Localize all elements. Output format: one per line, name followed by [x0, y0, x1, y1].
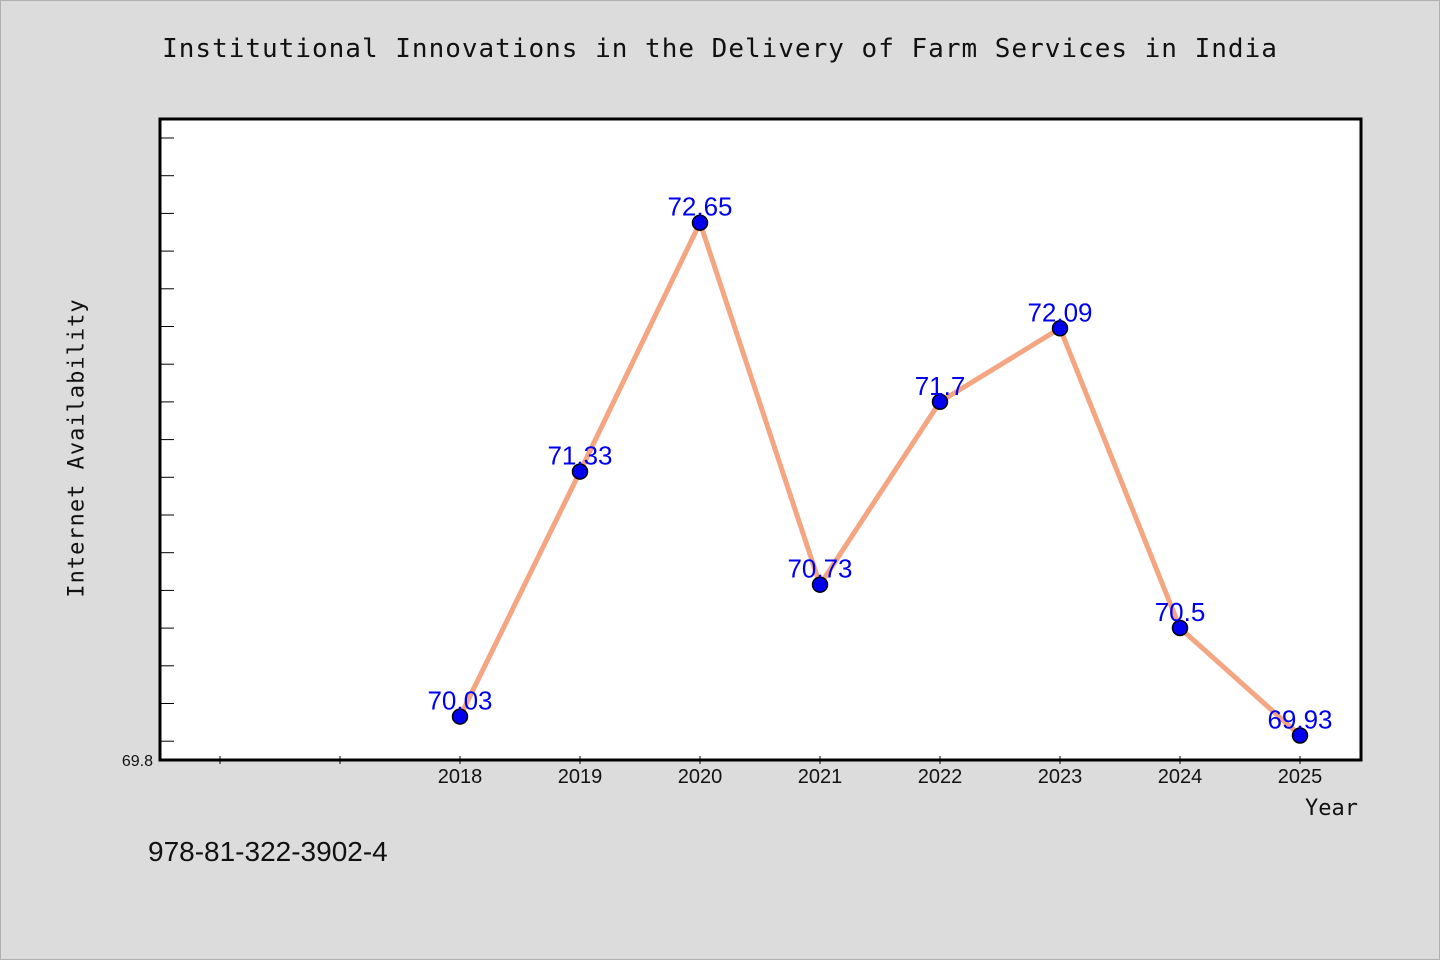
data-point-marker	[691, 214, 709, 231]
x-axis-label: Year	[1305, 796, 1358, 821]
data-point-marker	[931, 393, 949, 411]
y-tick-label: 69.8	[122, 753, 153, 770]
data-point-marker	[811, 576, 829, 593]
data-point-marker	[571, 463, 589, 480]
data-label: 71.33	[547, 441, 612, 471]
series-line	[457, 220, 1303, 738]
data-point-marker	[1171, 619, 1189, 637]
data-label: 71.7	[915, 371, 966, 401]
data-label: 70.73	[787, 554, 852, 584]
x-tick-label: 2022	[918, 766, 963, 788]
data-label: 70.03	[427, 686, 492, 716]
data-label: 72.09	[1027, 297, 1092, 327]
x-tick-label: 2021	[798, 766, 843, 788]
data-label: 72.65	[667, 192, 732, 222]
x-tick-label: 2018	[438, 766, 483, 788]
data-point-marker	[451, 708, 469, 725]
chart-title: Institutional Innovations in the Deliver…	[162, 34, 1278, 64]
plot-area	[158, 117, 1363, 762]
x-axis-tick-labels: 2018 2019 2020 2021 2022 2023 2024 2025	[438, 766, 1323, 788]
data-point-marker	[1051, 320, 1069, 337]
x-tick-label: 2025	[1278, 766, 1323, 788]
y-axis-ticks	[160, 137, 174, 742]
data-label: 70.5	[1155, 597, 1206, 627]
data-point-marker	[1291, 727, 1309, 744]
x-tick-label: 2023	[1038, 766, 1083, 788]
x-tick-label: 2024	[1158, 766, 1203, 788]
series-data-labels: 70.03 71.33 72.65 70.73 71.7 72.09 70.5 69.93	[427, 192, 1332, 735]
x-tick-label: 2019	[558, 766, 603, 788]
series-lines	[457, 220, 1303, 738]
x-tick-label: 2020	[678, 766, 723, 788]
isbn-code: 978-81-322-3902-4	[148, 836, 388, 867]
data-label: 69.93	[1267, 705, 1332, 735]
x-axis-ticks	[219, 756, 1301, 764]
series-markers	[451, 214, 1309, 744]
